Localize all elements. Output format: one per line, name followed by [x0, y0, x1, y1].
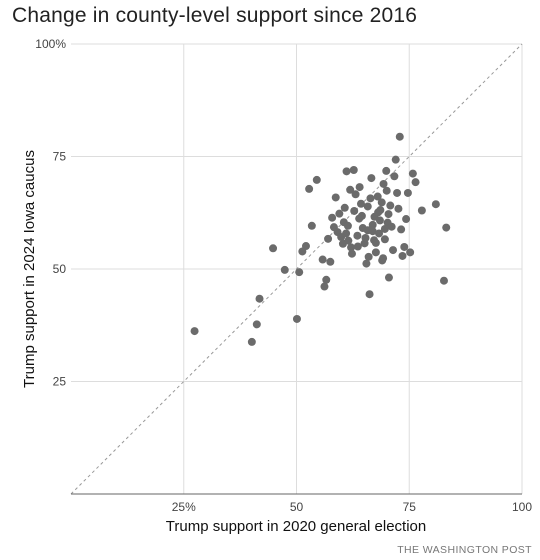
data-point-0 — [190, 327, 199, 336]
data-point-56 — [390, 172, 399, 181]
data-point-55 — [389, 246, 398, 255]
data-point-37 — [362, 259, 371, 268]
data-point-83 — [382, 186, 391, 195]
data-point-54 — [387, 222, 396, 231]
data-point-69 — [417, 206, 426, 215]
data-point-77 — [371, 238, 380, 247]
data-point-48 — [379, 179, 388, 188]
data-point-25 — [340, 203, 349, 212]
data-point-32 — [353, 231, 362, 240]
data-point-40 — [367, 174, 376, 183]
data-point-44 — [373, 192, 382, 201]
x-tick-labels: 25% 50 75 100 — [172, 500, 533, 514]
y-tick-label-1: 50 — [53, 262, 67, 276]
data-point-11 — [307, 221, 316, 230]
x-axis-label: Trump support in 2020 general election — [166, 518, 426, 535]
y-tick-label-3: 100% — [35, 37, 66, 51]
data-point-18 — [328, 213, 337, 222]
data-point-38 — [363, 202, 372, 211]
data-point-91 — [361, 233, 370, 242]
reference-diagonal-line — [70, 43, 523, 495]
data-point-94 — [342, 229, 351, 238]
x-tick-label-1: 50 — [290, 500, 304, 514]
data-point-75 — [368, 220, 377, 229]
data-point-93 — [364, 252, 373, 261]
data-point-39 — [365, 290, 374, 299]
data-point-1 — [247, 337, 256, 346]
data-point-78 — [374, 208, 383, 217]
data-point-62 — [398, 251, 407, 260]
data-point-16 — [324, 234, 333, 243]
data-point-70 — [431, 200, 440, 209]
data-point-22 — [335, 209, 344, 218]
data-point-79 — [375, 216, 384, 225]
data-point-10 — [305, 184, 314, 193]
data-point-81 — [379, 254, 388, 263]
data-point-57 — [391, 155, 400, 164]
data-point-84 — [384, 210, 393, 219]
credit-text: THE WASHINGTON POST — [397, 544, 532, 556]
data-points — [190, 132, 451, 346]
data-point-90 — [357, 211, 366, 220]
data-point-28 — [346, 185, 355, 194]
x-tick-label-0: 25% — [172, 500, 196, 514]
y-axis-label: Trump support in 2024 Iowa caucus — [21, 150, 38, 388]
data-point-53 — [386, 201, 395, 210]
data-point-9 — [301, 242, 310, 251]
data-point-64 — [402, 215, 411, 224]
x-tick-label-3: 100 — [512, 500, 532, 514]
data-point-12 — [312, 175, 321, 184]
y-tick-label-2: 75 — [53, 150, 67, 164]
data-point-27 — [344, 236, 353, 245]
x-tick-label-2: 75 — [403, 500, 417, 514]
data-point-92 — [366, 194, 375, 203]
data-point-3 — [255, 294, 264, 303]
data-point-89 — [353, 242, 362, 251]
chart-title: Change in county-level support since 201… — [12, 4, 418, 27]
y-tick-labels: 25 50 75 100% — [35, 37, 66, 389]
data-point-7 — [295, 268, 304, 277]
data-point-34 — [356, 199, 365, 208]
data-point-17 — [326, 257, 335, 266]
data-point-63 — [400, 242, 409, 251]
data-point-71 — [439, 276, 448, 285]
y-tick-label-0: 25 — [53, 375, 67, 389]
data-point-26 — [342, 167, 351, 176]
data-point-67 — [408, 169, 417, 178]
data-point-88 — [350, 206, 359, 215]
data-point-59 — [394, 204, 403, 213]
data-point-80 — [377, 198, 386, 207]
data-point-73 — [355, 183, 364, 192]
data-point-20 — [331, 193, 340, 202]
data-point-72 — [442, 223, 451, 232]
data-point-45 — [375, 229, 384, 238]
data-point-30 — [349, 166, 358, 174]
data-point-87 — [347, 243, 356, 252]
data-point-49 — [380, 235, 389, 244]
data-point-86 — [343, 221, 352, 230]
data-point-43 — [371, 248, 380, 257]
data-point-5 — [280, 265, 289, 274]
data-point-2 — [252, 320, 261, 329]
data-point-6 — [292, 314, 301, 323]
data-point-68 — [411, 178, 420, 187]
data-point-58 — [393, 188, 402, 197]
data-point-61 — [397, 225, 406, 234]
data-point-15 — [322, 275, 331, 284]
data-point-82 — [380, 224, 389, 233]
data-point-65 — [403, 188, 412, 197]
data-point-31 — [351, 190, 360, 199]
data-point-14 — [320, 282, 329, 291]
data-point-74 — [363, 226, 372, 235]
data-point-13 — [318, 255, 327, 264]
data-point-60 — [395, 132, 404, 141]
data-point-29 — [347, 249, 356, 258]
data-point-66 — [406, 248, 415, 257]
data-point-52 — [384, 273, 393, 282]
data-point-4 — [269, 244, 278, 253]
data-point-50 — [382, 166, 391, 175]
